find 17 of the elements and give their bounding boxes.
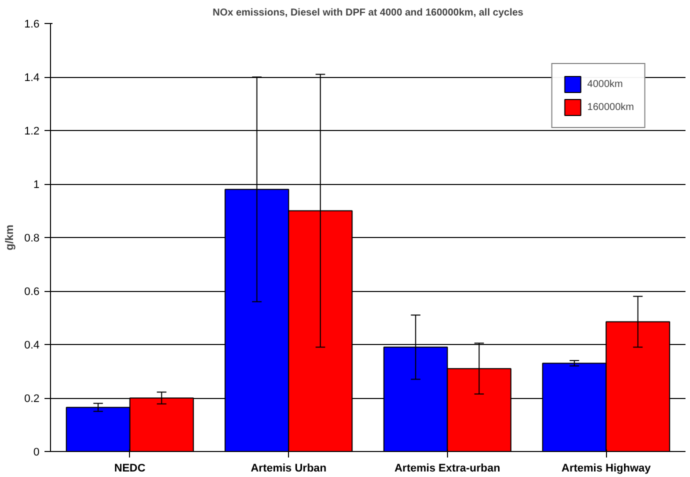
x-tick-label: Artemis Extra-urban <box>394 462 501 474</box>
chart-title: NOx emissions, Diesel with DPF at 4000 and 160000km, all cycles <box>212 8 524 18</box>
y-tick-label: 1.4 <box>24 72 40 84</box>
y-tick-label: 1 <box>33 179 40 191</box>
legend-label: 160000km <box>587 102 634 112</box>
y-tick-label: 0 <box>33 446 40 458</box>
y-tick-label: 0.6 <box>24 286 40 298</box>
y-tick-label: 0.4 <box>24 340 40 352</box>
legend-label: 4000km <box>587 78 623 90</box>
x-tick-label: Artemis Highway <box>562 462 652 474</box>
y-tick-label: 1.2 <box>24 126 40 138</box>
y-axis-title: g/km <box>4 224 16 250</box>
y-tick-label: 0.2 <box>24 393 40 405</box>
x-tick-label: Artemis Urban <box>250 462 327 474</box>
y-tick-label: 1.6 <box>24 18 40 30</box>
y-tick-label: 0.8 <box>24 232 40 244</box>
x-tick-label: NEDC <box>114 462 146 474</box>
